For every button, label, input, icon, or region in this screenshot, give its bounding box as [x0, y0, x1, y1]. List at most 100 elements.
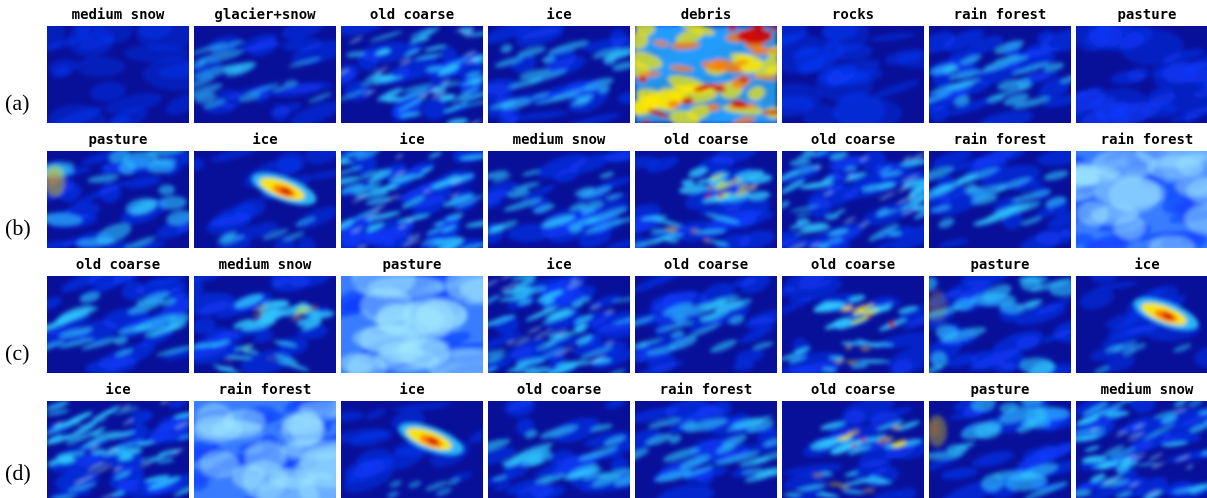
heatmap-image [1076, 26, 1207, 123]
panel-title: rain forest [953, 7, 1047, 23]
panel-title: medium snow [512, 132, 606, 148]
heatmap-panel: medium snow [488, 130, 630, 248]
heatmap-image [929, 151, 1071, 248]
heatmap-image [635, 26, 777, 123]
panel-title: ice [546, 7, 572, 23]
heatmap-image [47, 276, 189, 373]
panel-title: medium snow [71, 7, 165, 23]
panel-title: pasture [970, 257, 1030, 273]
heatmap-image [194, 151, 336, 248]
panel-title: old coarse [810, 132, 896, 148]
panel-title: old coarse [516, 382, 602, 398]
heatmap-image [341, 26, 483, 123]
panel-title: ice [399, 132, 425, 148]
heatmap-image [194, 401, 336, 498]
heatmap-image [488, 26, 630, 123]
heatmap-panel: rain forest [929, 130, 1071, 248]
row-label: (b) [5, 215, 31, 240]
heatmap-image [194, 276, 336, 373]
heatmap-image [47, 401, 189, 498]
panel-title: debris [680, 7, 732, 23]
heatmap-panel: medium snow [47, 5, 189, 123]
panel-title: rocks [831, 7, 875, 23]
panel-title: ice [399, 382, 425, 398]
heatmap-image [782, 401, 924, 498]
panel-title: medium snow [218, 257, 312, 273]
panel-title: old coarse [369, 7, 455, 23]
heatmap-image [1076, 276, 1207, 373]
heatmap-panel: ice [341, 380, 483, 498]
heatmap-image [1076, 151, 1207, 248]
heatmap-panel: pasture [929, 380, 1071, 498]
heatmap-panel: rain forest [929, 5, 1071, 123]
heatmap-image [782, 151, 924, 248]
heatmap-panel: rocks [782, 5, 924, 123]
heatmap-panel: old coarse [782, 255, 924, 373]
heatmap-image [488, 151, 630, 248]
row-label: (a) [5, 90, 30, 115]
heatmap-image [194, 26, 336, 123]
panel-title: old coarse [663, 132, 749, 148]
heatmap-panel: rain forest [1076, 130, 1207, 248]
heatmap-image [1076, 401, 1207, 498]
panel-title: pasture [88, 132, 148, 148]
heatmap-image [782, 276, 924, 373]
heatmap-panel: ice [488, 5, 630, 123]
panel-title: ice [1134, 257, 1160, 273]
heatmap-panel: old coarse [782, 380, 924, 498]
heatmap-image [47, 151, 189, 248]
heatmap-panel: ice [1076, 255, 1207, 373]
heatmap-image [47, 26, 189, 123]
panel-title: rain forest [218, 382, 312, 398]
heatmap-image [341, 276, 483, 373]
heatmap-image [488, 276, 630, 373]
panel-title: ice [252, 132, 278, 148]
panel-title: pasture [382, 257, 442, 273]
heatmap-panel: ice [47, 380, 189, 498]
panel-title: rain forest [659, 382, 753, 398]
heatmap-panel: old coarse [488, 380, 630, 498]
panel-title: ice [105, 382, 131, 398]
panel-title: glacier+snow [214, 7, 316, 23]
heatmap-image [488, 401, 630, 498]
heatmap-panel: ice [488, 255, 630, 373]
panel-title: ice [546, 257, 572, 273]
panel-title: rain forest [953, 132, 1047, 148]
heatmap-panel: old coarse [635, 255, 777, 373]
heatmap-panel: medium snow [194, 255, 336, 373]
heatmap-image [635, 276, 777, 373]
panel-title: old coarse [663, 257, 749, 273]
heatmap-image [341, 151, 483, 248]
heatmap-image [635, 401, 777, 498]
heatmap-image [929, 276, 1071, 373]
panel-title: pasture [1117, 7, 1177, 23]
heatmap-panel: pasture [47, 130, 189, 248]
heatmap-panel: old coarse [47, 255, 189, 373]
panel-title: old coarse [810, 257, 896, 273]
panel-title: medium snow [1100, 382, 1194, 398]
panel-title: pasture [970, 382, 1030, 398]
heatmap-panel: old coarse [635, 130, 777, 248]
heatmap-panel: ice [194, 130, 336, 248]
heatmap-panel: debris [635, 5, 777, 123]
heatmap-panel: pasture [1076, 5, 1207, 123]
heatmap-panel: old coarse [782, 130, 924, 248]
heatmap-panel: pasture [929, 255, 1071, 373]
heatmap-panel: pasture [341, 255, 483, 373]
heatmap-panel: rain forest [194, 380, 336, 498]
heatmap-panel: glacier+snow [194, 5, 336, 123]
row-label: (c) [5, 340, 30, 365]
heatmap-image [929, 26, 1071, 123]
heatmap-panel: old coarse [341, 5, 483, 123]
panel-title: old coarse [810, 382, 896, 398]
heatmap-panel: ice [341, 130, 483, 248]
heatmap-image [341, 401, 483, 498]
heatmap-image [635, 151, 777, 248]
heatmap-panel: medium snow [1076, 380, 1207, 498]
heatmap-image [929, 401, 1071, 498]
heatmap-image [782, 26, 924, 123]
panel-title: old coarse [75, 257, 161, 273]
panel-title: rain forest [1100, 132, 1194, 148]
row-label: (d) [5, 460, 31, 485]
